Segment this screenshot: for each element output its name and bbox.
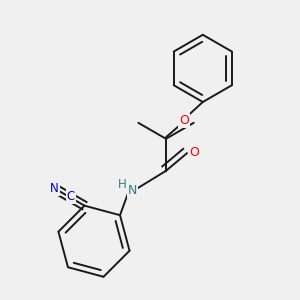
Text: N: N	[128, 184, 137, 196]
Text: N: N	[50, 182, 58, 195]
Text: C: C	[67, 190, 75, 203]
Text: O: O	[189, 146, 199, 159]
Text: H: H	[118, 178, 127, 191]
Text: O: O	[179, 114, 189, 127]
